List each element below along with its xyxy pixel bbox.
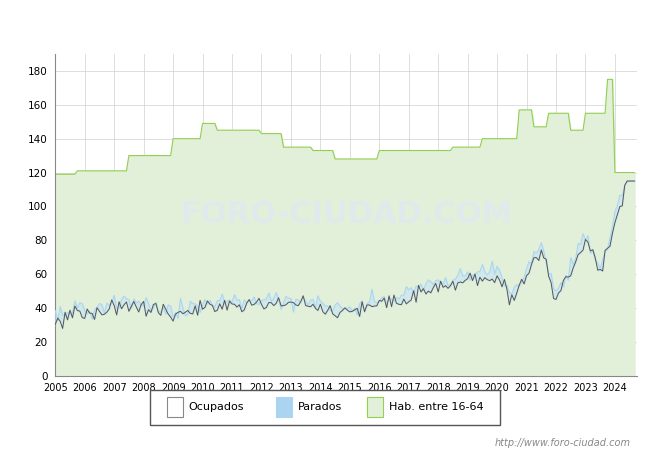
- Text: Hab. entre 16-64: Hab. entre 16-64: [389, 402, 484, 412]
- Text: FORO-CIUDAD.COM: FORO-CIUDAD.COM: [180, 200, 512, 230]
- Text: http://www.foro-ciudad.com: http://www.foro-ciudad.com: [495, 438, 630, 448]
- Text: Parados: Parados: [298, 402, 342, 412]
- Text: Das - Evolucion de la poblacion en edad de Trabajar Septiembre de 2024: Das - Evolucion de la poblacion en edad …: [92, 17, 558, 30]
- FancyBboxPatch shape: [150, 390, 500, 426]
- Bar: [166, 397, 183, 418]
- Bar: [276, 397, 292, 418]
- Text: Ocupados: Ocupados: [188, 402, 244, 412]
- Bar: [367, 397, 384, 418]
